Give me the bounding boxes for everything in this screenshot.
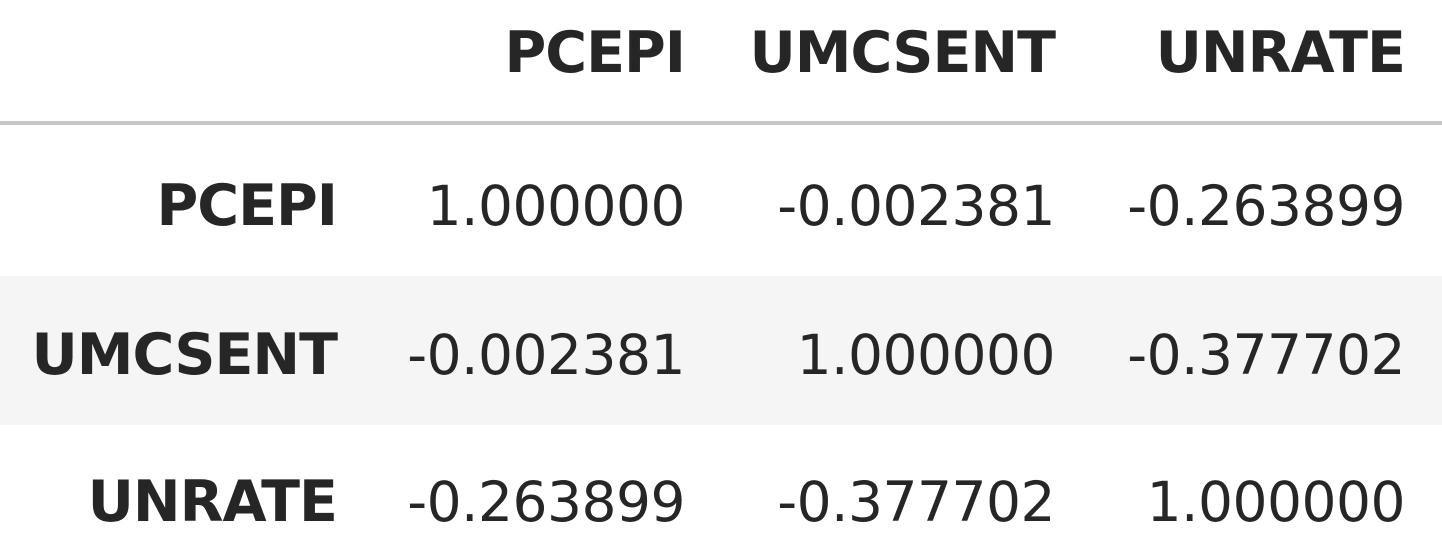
table-header-row: PCEPI UMCSENT UNRATE [0, 0, 1442, 124]
row-index-label: UMCSENT [31, 322, 338, 388]
table-row: UMCSENT -0.002381 1.000000 -0.377702 [0, 276, 1442, 425]
table-cell: -0.002381 [407, 323, 685, 387]
table-cell: 1.000000 [796, 323, 1056, 387]
table-cell: 1.000000 [426, 174, 686, 238]
table-row: UNRATE -0.263899 -0.377702 1.000000 [0, 425, 1442, 550]
table-cell: -0.002381 [777, 174, 1055, 238]
table-row: PCEPI 1.000000 -0.002381 -0.263899 [0, 127, 1442, 276]
table-cell: 1.000000 [1146, 470, 1406, 534]
column-header-pcepi: PCEPI [504, 20, 686, 86]
column-header-umcsent: UMCSENT [749, 20, 1056, 86]
table-cell: -0.377702 [777, 470, 1055, 534]
table-cell: -0.263899 [1127, 174, 1405, 238]
row-index-label: PCEPI [156, 173, 338, 239]
table-cell: -0.263899 [407, 470, 685, 534]
header-divider [0, 121, 1442, 125]
row-index-label: UNRATE [87, 469, 338, 535]
table-cell: -0.377702 [1127, 323, 1405, 387]
column-header-unrate: UNRATE [1155, 20, 1406, 86]
